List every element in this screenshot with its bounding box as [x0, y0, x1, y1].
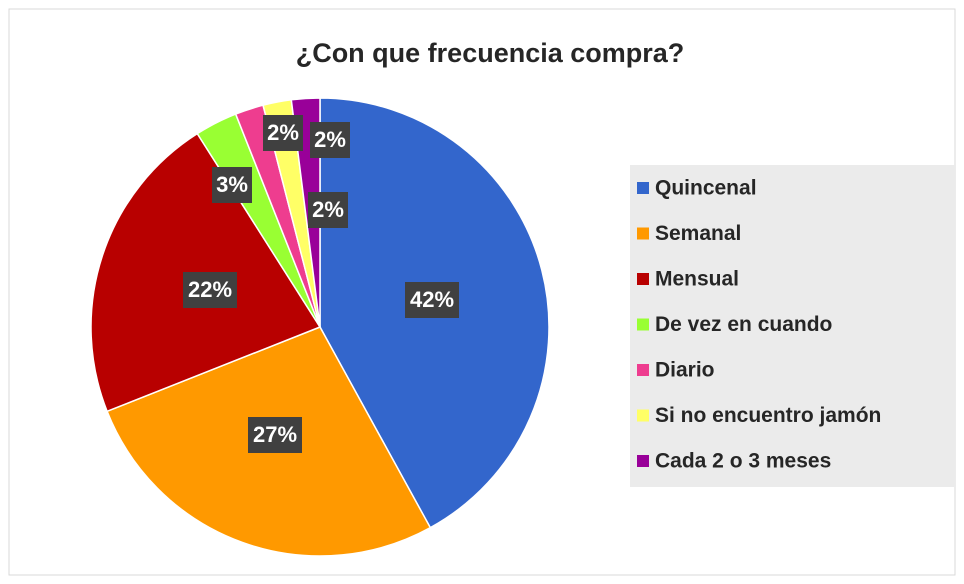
data-label-box [212, 167, 252, 203]
chart-title: ¿Con que frecuencia compra? [296, 38, 685, 68]
legend-swatch [637, 318, 649, 331]
legend-swatch [637, 364, 649, 376]
data-label-box [248, 417, 302, 453]
legend-label: Mensual [655, 268, 739, 291]
data-label: 3% [216, 172, 248, 197]
legend-box [630, 165, 955, 487]
data-label: 2% [312, 197, 344, 222]
legend-swatch [637, 455, 649, 467]
data-label: 22% [188, 277, 232, 302]
data-label-box [263, 115, 303, 151]
legend-label: Diario [655, 359, 715, 382]
legend-swatch [637, 182, 649, 194]
data-label: 2% [267, 120, 299, 145]
data-label-box [310, 122, 350, 158]
legend-swatch [637, 409, 649, 422]
legend-swatch [637, 273, 649, 285]
data-label: 42% [410, 287, 454, 312]
data-label-box [183, 272, 237, 308]
data-label-box [405, 282, 459, 318]
legend-label: Semanal [655, 222, 741, 245]
legend-label: De vez en cuando [655, 313, 832, 336]
data-label-box [308, 192, 348, 228]
legend-label: Si no encuentro jamón [655, 404, 881, 427]
legend-label: Cada 2 o 3 meses [655, 450, 831, 473]
data-label: 2% [314, 127, 346, 152]
legend-swatch [637, 227, 649, 240]
data-label: 27% [253, 422, 297, 447]
legend-label: Quincenal [655, 177, 757, 200]
